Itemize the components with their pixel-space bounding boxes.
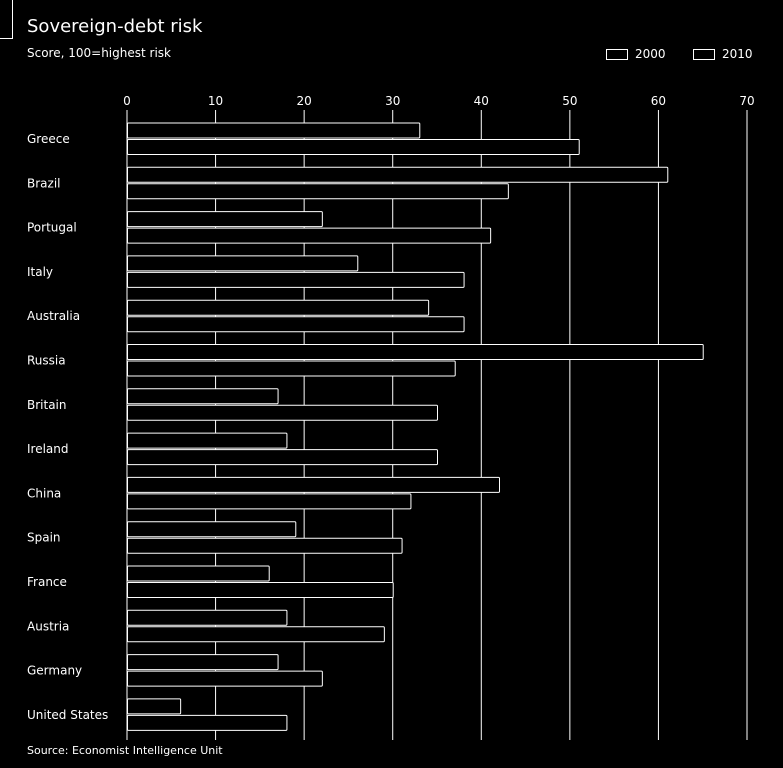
- x-tick-label-50: 50: [562, 94, 577, 108]
- legend-swatch-2000: [606, 48, 628, 60]
- category-label-italy: Italy: [27, 265, 53, 279]
- bar-australia-2010: [127, 316, 465, 333]
- x-tick-label-40: 40: [474, 94, 489, 108]
- bar-australia-2000: [127, 299, 430, 316]
- x-tick-label-10: 10: [208, 94, 223, 108]
- category-label-russia: Russia: [27, 354, 66, 368]
- category-label-portugal: Portugal: [27, 221, 77, 235]
- category-label-britain: Britain: [27, 398, 67, 412]
- bar-greece-2000: [127, 122, 421, 139]
- bar-britain-2010: [127, 404, 438, 421]
- category-label-spain: Spain: [27, 531, 61, 545]
- category-label-austria: Austria: [27, 619, 69, 633]
- bar-brazil-2010: [127, 183, 509, 200]
- corner-mark: [0, 0, 13, 39]
- bar-spain-2000: [127, 521, 297, 538]
- x-tick-label-30: 30: [385, 94, 400, 108]
- bar-china-2010: [127, 493, 412, 510]
- bar-germany-2000: [127, 654, 279, 671]
- category-label-germany: Germany: [27, 664, 82, 678]
- bar-brazil-2000: [127, 166, 669, 183]
- bar-united-states-2000: [127, 698, 182, 715]
- bar-portugal-2010: [127, 227, 492, 244]
- bar-italy-2000: [127, 255, 359, 272]
- legend-item-2010: 2010: [693, 47, 753, 61]
- category-label-france: France: [27, 575, 67, 589]
- category-label-united-states: United States: [27, 708, 108, 722]
- bar-spain-2010: [127, 537, 403, 554]
- chart-subtitle: Score, 100=highest risk: [27, 46, 171, 60]
- bar-greece-2010: [127, 139, 580, 155]
- bar-austria-2010: [127, 626, 385, 643]
- category-label-greece: Greece: [27, 132, 70, 146]
- x-tick-label-60: 60: [651, 94, 666, 108]
- legend-label-2000: 2000: [635, 47, 666, 61]
- legend-label-2010: 2010: [722, 47, 753, 61]
- bar-france-2010: [127, 582, 394, 598]
- bar-russia-2000: [127, 344, 704, 360]
- bar-ireland-2010: [127, 449, 438, 466]
- legend-item-2000: 2000: [606, 47, 666, 61]
- x-tick-label-0: 0: [123, 94, 131, 108]
- x-tick-label-20: 20: [297, 94, 312, 108]
- bar-united-states-2010: [127, 714, 288, 731]
- bar-germany-2010: [127, 670, 323, 687]
- bar-china-2000: [127, 476, 500, 493]
- bar-austria-2000: [127, 609, 288, 626]
- category-label-brazil: Brazil: [27, 176, 61, 190]
- chart-title: Sovereign-debt risk: [27, 16, 203, 37]
- legend-swatch-2010: [693, 48, 715, 60]
- x-tick-label-70: 70: [739, 94, 754, 108]
- bar-britain-2000: [127, 388, 279, 405]
- category-label-ireland: Ireland: [27, 442, 69, 456]
- bar-russia-2010: [127, 360, 456, 377]
- category-label-china: China: [27, 486, 61, 500]
- bar-portugal-2000: [127, 211, 323, 228]
- bar-france-2000: [127, 565, 270, 582]
- bar-italy-2010: [127, 271, 465, 288]
- category-label-australia: Australia: [27, 309, 80, 323]
- source-note: Source: Economist Intelligence Unit: [27, 744, 223, 757]
- bar-ireland-2000: [127, 432, 288, 449]
